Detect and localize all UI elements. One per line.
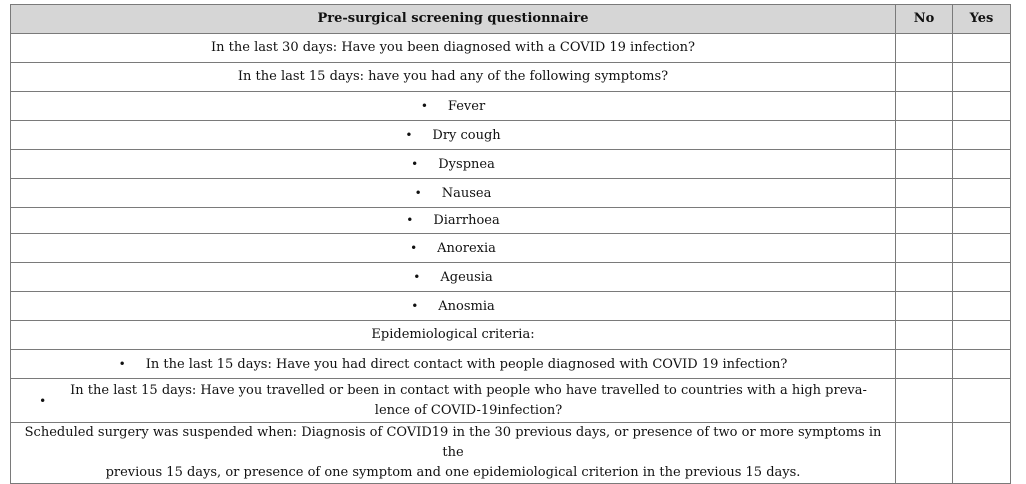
answer-no-cell[interactable] (895, 33, 953, 63)
symptom-item: • Anorexia (10, 233, 896, 263)
symptom-item: • Dyspnea (10, 149, 896, 179)
epi-travel-label-line2: lence of COVID-19infection? (374, 402, 563, 418)
answer-yes-cell[interactable] (952, 422, 1011, 484)
table-row: • Anorexia (10, 233, 1011, 263)
symptom-item: • Fever (10, 91, 896, 121)
answer-no-cell[interactable] (895, 320, 953, 350)
symptom-item: • Dry cough (10, 120, 896, 150)
epidemiological-heading: Epidemiological criteria: (10, 320, 896, 350)
answer-yes-cell[interactable] (952, 91, 1011, 121)
bullet-icon: • (410, 240, 418, 255)
symptom-item: • Diarrhoea (10, 207, 896, 234)
symptom-item: • Nausea (10, 178, 896, 208)
table-title: Pre-surgical screening questionnaire (10, 4, 896, 34)
table-row: In the last 15 days: have you had any of… (10, 62, 1011, 92)
header-row: Pre-surgical screening questionnaire No … (10, 4, 1011, 34)
answer-yes-cell[interactable] (952, 178, 1011, 208)
answer-yes-cell[interactable] (952, 62, 1011, 92)
bullet-icon: • (414, 185, 422, 200)
answer-no-cell[interactable] (895, 120, 953, 150)
symptom-label: Fever (447, 98, 486, 114)
answer-yes-cell[interactable] (952, 320, 1011, 350)
symptom-label: Anorexia (437, 240, 496, 256)
bullet-icon: • (406, 213, 414, 227)
answer-yes-cell[interactable] (952, 149, 1011, 179)
answer-no-cell[interactable] (895, 291, 953, 321)
suspension-note-line2: previous 15 days, or presence of one sym… (105, 465, 801, 480)
bullet-icon: • (420, 98, 428, 113)
bullet-icon: • (411, 298, 419, 313)
bullet-icon: • (118, 356, 126, 371)
yes-column-header: Yes (952, 4, 1011, 34)
symptom-label: Dyspnea (438, 156, 495, 172)
symptom-label: Diarrhoea (433, 213, 500, 228)
suspension-note-line1: Scheduled surgery was suspended when: Di… (24, 425, 882, 460)
table-row: • Diarrhoea (10, 207, 1011, 234)
answer-yes-cell[interactable] (952, 33, 1011, 63)
answer-yes-cell[interactable] (952, 378, 1011, 423)
answer-no-cell[interactable] (895, 91, 953, 121)
answer-no-cell[interactable] (895, 378, 953, 423)
symptom-item: • Anosmia (10, 291, 896, 321)
question-symptoms: In the last 15 days: have you had any of… (10, 62, 896, 92)
symptom-label: Anosmia (438, 298, 495, 314)
table-row: • Nausea (10, 178, 1011, 208)
answer-no-cell[interactable] (895, 149, 953, 179)
screening-table: Pre-surgical screening questionnaire No … (10, 4, 1011, 484)
epi-travel-item: • In the last 15 days: Have you travelle… (10, 378, 896, 423)
epi-travel-label-line1: In the last 15 days: Have you travelled … (70, 382, 867, 398)
symptom-label: Dry cough (432, 127, 501, 143)
table-row: Scheduled surgery was suspended when: Di… (10, 422, 1011, 484)
table-row: • Fever (10, 91, 1011, 121)
answer-no-cell[interactable] (895, 62, 953, 92)
answer-yes-cell[interactable] (952, 349, 1011, 379)
answer-no-cell[interactable] (895, 262, 953, 292)
suspension-note: Scheduled surgery was suspended when: Di… (10, 422, 896, 484)
question-covid-diagnosis: In the last 30 days: Have you been diagn… (10, 33, 896, 63)
table-row: • Ageusia (10, 262, 1011, 292)
table-row: • In the last 15 days: Have you had direc… (10, 349, 1011, 379)
table-row: In the last 30 days: Have you been diagn… (10, 33, 1011, 63)
answer-yes-cell[interactable] (952, 291, 1011, 321)
answer-no-cell[interactable] (895, 233, 953, 263)
bullet-icon: • (411, 156, 419, 171)
answer-yes-cell[interactable] (952, 120, 1011, 150)
answer-no-cell[interactable] (895, 349, 953, 379)
answer-yes-cell[interactable] (952, 262, 1011, 292)
epi-contact-label: In the last 15 days: Have you had direct… (145, 356, 788, 372)
answer-no-cell[interactable] (895, 422, 953, 484)
answer-no-cell[interactable] (895, 178, 953, 208)
symptom-label: Ageusia (440, 269, 493, 285)
table-row: Epidemiological criteria: (10, 320, 1011, 350)
symptom-item: • Ageusia (10, 262, 896, 292)
table-row: • In the last 15 days: Have you travelle… (10, 378, 1011, 423)
no-column-header: No (895, 4, 953, 34)
table-row: • Dyspnea (10, 149, 1011, 179)
answer-yes-cell[interactable] (952, 233, 1011, 263)
symptom-label: Nausea (441, 185, 492, 201)
bullet-icon: • (405, 127, 413, 142)
table-row: • Dry cough (10, 120, 1011, 150)
bullet-icon: • (39, 393, 47, 408)
bullet-icon: • (413, 269, 421, 284)
answer-yes-cell[interactable] (952, 207, 1011, 234)
answer-no-cell[interactable] (895, 207, 953, 234)
table-row: • Anosmia (10, 291, 1011, 321)
epi-contact-item: • In the last 15 days: Have you had direc… (10, 349, 896, 379)
